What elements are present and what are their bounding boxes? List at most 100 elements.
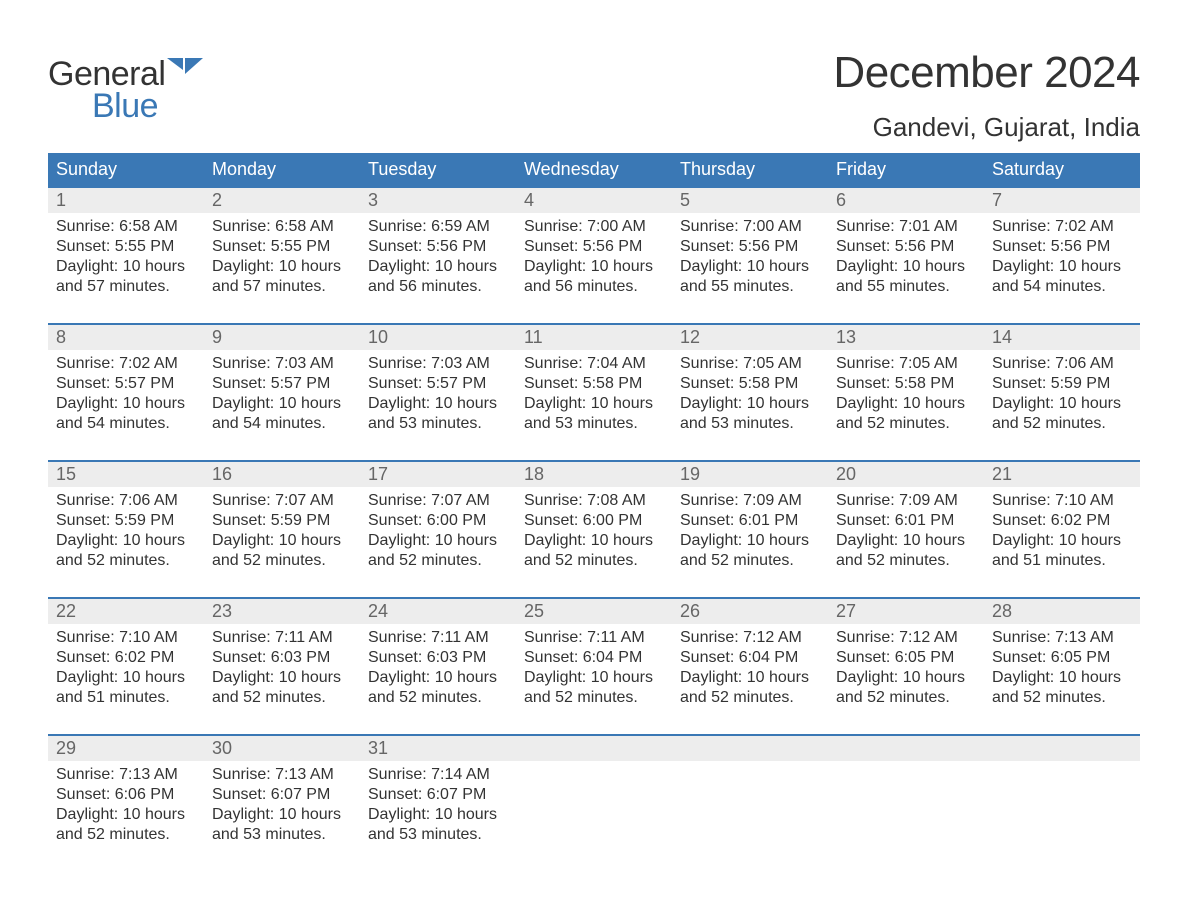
daylight-text: Daylight: 10 hours and 52 minutes. [56, 805, 196, 845]
day-content: Sunrise: 7:11 AMSunset: 6:04 PMDaylight:… [516, 624, 672, 734]
flag-icon [167, 58, 203, 91]
daylight-text: Daylight: 10 hours and 53 minutes. [368, 805, 508, 845]
weekday-header: Thursday [672, 153, 828, 186]
daylight-text: Daylight: 10 hours and 51 minutes. [992, 531, 1132, 571]
day-number: 31 [360, 736, 516, 761]
day-content-row: Sunrise: 7:10 AMSunset: 6:02 PM Daylight:… [48, 624, 1140, 734]
sunrise-text: Sunrise: 7:10 AM [56, 628, 196, 648]
daylight-text: Daylight: 10 hours and 57 minutes. [56, 257, 196, 297]
sunrise-text: Sunrise: 6:58 AM [212, 217, 352, 237]
daylight-text: Daylight: 10 hours and 52 minutes. [836, 531, 976, 571]
header: General Blue December 2024 Gandevi, Guja… [48, 48, 1140, 143]
day-number-row: 1234567 [48, 188, 1140, 213]
day-number: 24 [360, 599, 516, 624]
daylight-text: Daylight: 10 hours and 52 minutes. [836, 394, 976, 434]
sunset-text: Sunset: 5:58 PM [836, 374, 976, 394]
day-content: Sunrise: 7:10 AMSunset: 6:02 PMDaylight:… [984, 487, 1140, 597]
weeks-container: 1234567Sunrise: 6:58 AMSunset: 5:55 PMDa… [48, 186, 1140, 855]
weekday-header: Friday [828, 153, 984, 186]
daylight-text: Daylight: 10 hours and 57 minutes. [212, 257, 352, 297]
sunset-text: Sunset: 6:05 PM [836, 648, 976, 668]
sunrise-text: Sunrise: 7:07 AM [212, 491, 352, 511]
month-title: December 2024 [833, 48, 1140, 98]
daylight-text: Daylight: 10 hours and 52 minutes. [524, 668, 664, 708]
sunrise-text: Sunrise: 7:13 AM [212, 765, 352, 785]
sunset-text: Sunset: 5:56 PM [836, 237, 976, 257]
day-content: Sunrise: 7:14 AMSunset: 6:07 PMDaylight:… [360, 761, 516, 855]
day-content: Sunrise: 7:11 AMSunset: 6:03 PMDaylight:… [204, 624, 360, 734]
daylight-text: Daylight: 10 hours and 54 minutes. [56, 394, 196, 434]
day-number-row: 15161718192021 [48, 462, 1140, 487]
day-content: Sunrise: 7:13 AMSunset: 6:05 PMDaylight:… [984, 624, 1140, 734]
daylight-text: Daylight: 10 hours and 54 minutes. [992, 257, 1132, 297]
sunset-text: Sunset: 6:03 PM [368, 648, 508, 668]
day-content: Sunrise: 7:00 AMSunset: 5:56 PMDaylight:… [516, 213, 672, 323]
daylight-text: Daylight: 10 hours and 52 minutes. [680, 531, 820, 571]
sunset-text: Sunset: 6:02 PM [56, 648, 196, 668]
day-number: 22 [48, 599, 204, 624]
day-number: 20 [828, 462, 984, 487]
sunset-text: Sunset: 6:03 PM [212, 648, 352, 668]
sunrise-text: Sunrise: 7:00 AM [524, 217, 664, 237]
sunrise-text: Sunrise: 7:05 AM [836, 354, 976, 374]
sunset-text: Sunset: 6:06 PM [56, 785, 196, 805]
sunrise-text: Sunrise: 6:59 AM [368, 217, 508, 237]
daylight-text: Daylight: 10 hours and 52 minutes. [212, 668, 352, 708]
day-content: Sunrise: 6:59 AMSunset: 5:56 PMDaylight:… [360, 213, 516, 323]
day-number: 9 [204, 325, 360, 350]
weekday-header: Saturday [984, 153, 1140, 186]
daylight-text: Daylight: 10 hours and 53 minutes. [524, 394, 664, 434]
day-content: Sunrise: 7:05 AMSunset: 5:58 PMDaylight:… [828, 350, 984, 460]
day-number-row: 891011121314 [48, 325, 1140, 350]
sunset-text: Sunset: 6:07 PM [212, 785, 352, 805]
sunrise-text: Sunrise: 7:10 AM [992, 491, 1132, 511]
day-content: Sunrise: 7:06 AMSunset: 5:59 PMDaylight:… [984, 350, 1140, 460]
day-number: 25 [516, 599, 672, 624]
sunrise-text: Sunrise: 7:03 AM [212, 354, 352, 374]
day-number: 28 [984, 599, 1140, 624]
day-content: Sunrise: 7:09 AMSunset: 6:01 PMDaylight:… [828, 487, 984, 597]
day-number: 10 [360, 325, 516, 350]
daylight-text: Daylight: 10 hours and 52 minutes. [368, 668, 508, 708]
calendar: SundayMondayTuesdayWednesdayThursdayFrid… [48, 153, 1140, 855]
day-number [984, 736, 1140, 761]
sunset-text: Sunset: 6:07 PM [368, 785, 508, 805]
sunset-text: Sunset: 5:55 PM [56, 237, 196, 257]
sunset-text: Sunset: 6:01 PM [680, 511, 820, 531]
day-content: Sunrise: 7:07 AMSunset: 6:00 PMDaylight:… [360, 487, 516, 597]
day-number: 30 [204, 736, 360, 761]
day-number [516, 736, 672, 761]
day-number: 4 [516, 188, 672, 213]
sunrise-text: Sunrise: 7:12 AM [836, 628, 976, 648]
sunset-text: Sunset: 6:00 PM [524, 511, 664, 531]
day-content: Sunrise: 7:03 AMSunset: 5:57 PMDaylight:… [204, 350, 360, 460]
day-number: 16 [204, 462, 360, 487]
brand-logo: General Blue [48, 48, 203, 123]
sunrise-text: Sunrise: 7:09 AM [836, 491, 976, 511]
sunset-text: Sunset: 5:58 PM [524, 374, 664, 394]
sunrise-text: Sunrise: 7:02 AM [56, 354, 196, 374]
week: 22232425262728Sunrise: 7:10 AMSunset: 6:… [48, 597, 1140, 734]
day-number: 29 [48, 736, 204, 761]
sunrise-text: Sunrise: 7:03 AM [368, 354, 508, 374]
sunset-text: Sunset: 5:59 PM [56, 511, 196, 531]
day-content [516, 761, 672, 855]
day-content: Sunrise: 7:07 AMSunset: 5:59 PMDaylight:… [204, 487, 360, 597]
daylight-text: Daylight: 10 hours and 52 minutes. [212, 531, 352, 571]
day-content: Sunrise: 7:13 AMSunset: 6:06 PMDaylight:… [48, 761, 204, 855]
weekday-header-row: SundayMondayTuesdayWednesdayThursdayFrid… [48, 153, 1140, 186]
week: 1234567Sunrise: 6:58 AMSunset: 5:55 PMDa… [48, 186, 1140, 323]
sunset-text: Sunset: 5:57 PM [56, 374, 196, 394]
day-number: 21 [984, 462, 1140, 487]
sunset-text: Sunset: 5:56 PM [368, 237, 508, 257]
day-content: Sunrise: 6:58 AMSunset: 5:55 PMDaylight:… [48, 213, 204, 323]
daylight-text: Daylight: 10 hours and 52 minutes. [56, 531, 196, 571]
day-number [828, 736, 984, 761]
sunset-text: Sunset: 5:57 PM [212, 374, 352, 394]
daylight-text: Daylight: 10 hours and 52 minutes. [368, 531, 508, 571]
day-number: 8 [48, 325, 204, 350]
weekday-header: Monday [204, 153, 360, 186]
sunrise-text: Sunrise: 7:07 AM [368, 491, 508, 511]
sunrise-text: Sunrise: 7:11 AM [212, 628, 352, 648]
sunset-text: Sunset: 6:00 PM [368, 511, 508, 531]
